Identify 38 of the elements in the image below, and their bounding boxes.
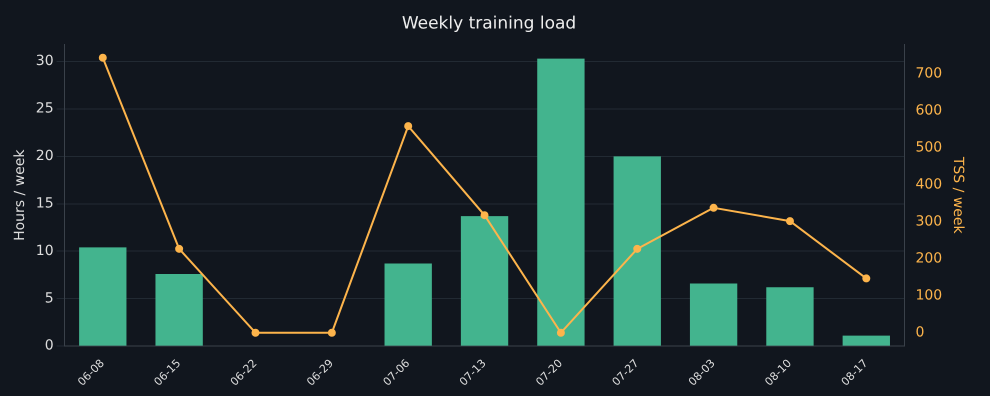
chart-title: Weekly training load: [402, 14, 576, 34]
y2-tick-label: 200: [915, 250, 942, 266]
y-tick-label: 20: [36, 148, 54, 164]
bar: [842, 336, 890, 346]
y-tick-label: 10: [36, 242, 54, 259]
point: [480, 211, 489, 220]
y2-tick-label: 100: [915, 287, 942, 304]
y-axis-title: Hours / week: [12, 148, 28, 241]
bar: [384, 264, 432, 346]
bar: [155, 274, 203, 346]
y2-axis-title: TSS / week: [950, 156, 966, 234]
bar: [614, 156, 661, 346]
y2-tick-label: 300: [915, 213, 942, 230]
bar: [79, 247, 126, 346]
point: [710, 204, 718, 212]
y-tick-label: 30: [36, 53, 54, 70]
bar: [690, 283, 738, 346]
y-tick-label: 0: [44, 338, 54, 354]
point: [98, 54, 107, 62]
point: [251, 328, 260, 337]
point: [633, 244, 642, 253]
y2-tick-label: 0: [915, 324, 924, 340]
y2-tick-label: 600: [915, 102, 942, 119]
point: [328, 328, 336, 337]
bar: [766, 287, 814, 346]
point: [786, 217, 794, 226]
point: [556, 328, 565, 337]
point: [862, 274, 870, 282]
y2-tick-label: 700: [915, 66, 942, 82]
y2-tick-label: 500: [915, 140, 942, 156]
point: [175, 244, 184, 253]
bar: [460, 216, 508, 346]
y-tick-label: 25: [36, 100, 54, 117]
bar: [537, 58, 585, 346]
point: [404, 122, 412, 130]
y-tick-label: 15: [36, 195, 54, 212]
y2-tick-label: 400: [915, 176, 942, 193]
y-tick-label: 5: [44, 290, 54, 306]
